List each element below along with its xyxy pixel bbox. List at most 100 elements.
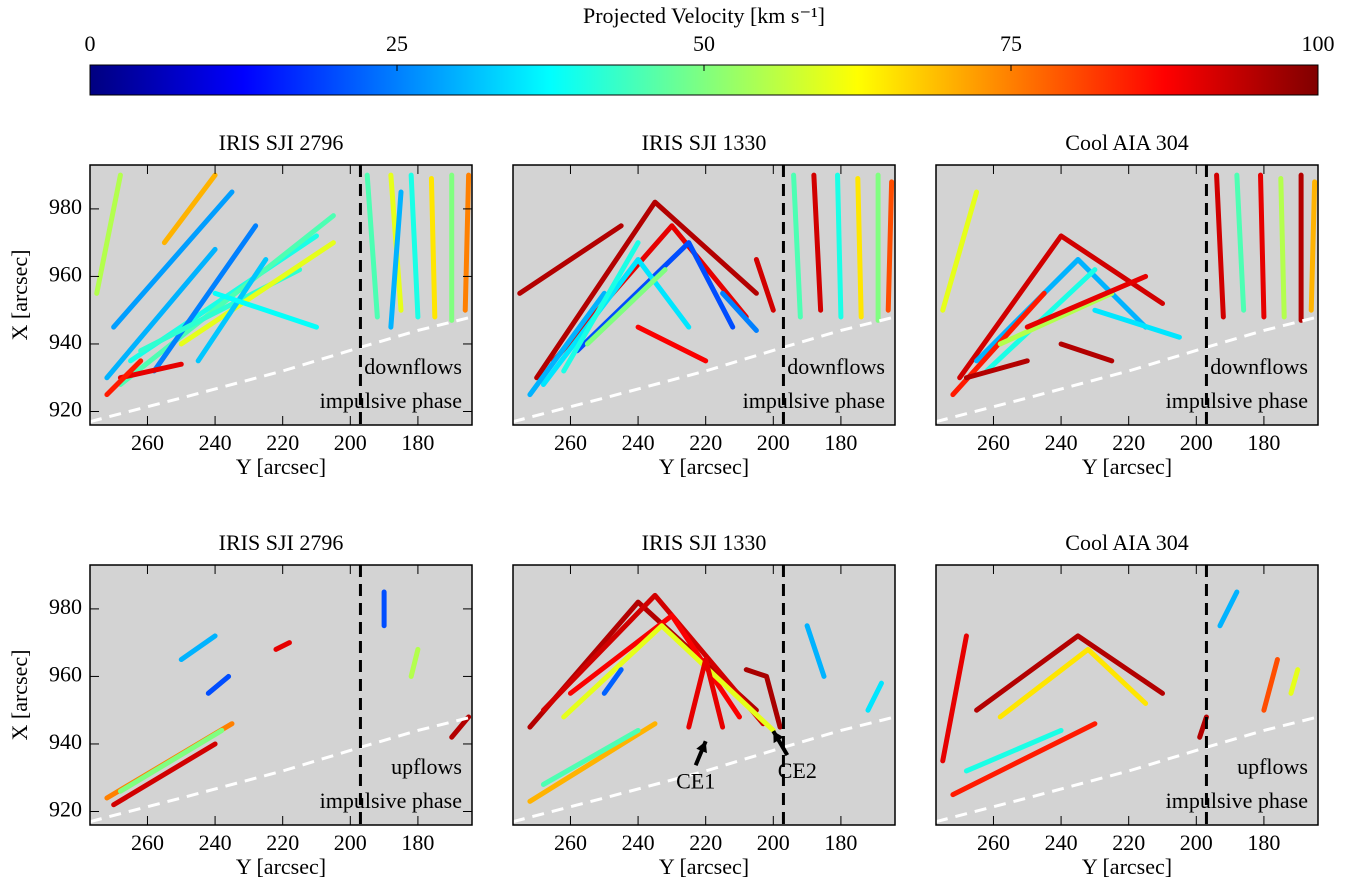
x-tick-label: 180 [1247, 430, 1280, 455]
velocity-streak [686, 657, 726, 730]
velocity-streak [1214, 172, 1226, 320]
velocity-streak [527, 721, 658, 804]
annotation: downflows [1210, 354, 1308, 379]
velocity-streak [273, 640, 292, 652]
velocity-streak [957, 233, 1165, 381]
x-tick-label: 200 [1180, 830, 1213, 855]
x-tick-label: 260 [131, 830, 164, 855]
x-axis-label: Y [arcsec] [236, 854, 326, 879]
annotation: downflows [787, 354, 885, 379]
plot-background [936, 165, 1318, 425]
arrow-head [696, 741, 707, 754]
x-tick-label: 240 [622, 830, 655, 855]
annotation: upflows [391, 754, 462, 779]
limb-line [936, 715, 1318, 824]
plot-frame [935, 564, 1319, 826]
x-tick-label: 200 [334, 430, 367, 455]
velocity-streak [1288, 667, 1301, 696]
y-axis-label: X [arcsec] [7, 250, 32, 341]
velocity-streak [885, 179, 895, 313]
velocity-streak [1261, 657, 1280, 713]
annotation: downflows [364, 354, 462, 379]
x-tick-label: 180 [1247, 830, 1280, 855]
x-axis-label: Y [arcsec] [659, 854, 749, 879]
plot-frame [935, 164, 1319, 426]
plot-area [513, 565, 895, 825]
velocity-streak [178, 633, 218, 663]
velocity-streak [161, 172, 218, 246]
velocity-streak [855, 176, 864, 320]
y-tick-label: 980 [49, 594, 82, 619]
velocity-streak [117, 213, 336, 387]
x-tick-label: 220 [1112, 830, 1145, 855]
velocity-streak [963, 727, 1064, 774]
velocity-streak [540, 592, 766, 727]
velocity-streak [997, 646, 1149, 720]
colorbar-tick-label: 25 [386, 31, 408, 56]
velocity-streak [540, 257, 692, 387]
plot-background [90, 165, 472, 425]
plot-frame [89, 164, 473, 426]
panel-title: IRIS SJI 2796 [219, 130, 344, 155]
limb-line [936, 315, 1318, 424]
plot-background [513, 565, 895, 825]
x-tick-label: 200 [1180, 430, 1213, 455]
x-tick-label: 240 [1045, 830, 1078, 855]
velocity-streak [408, 646, 421, 679]
velocity-streak [963, 358, 1030, 381]
velocity-streak [104, 358, 144, 398]
velocity-streak [1308, 179, 1318, 313]
plot-background [513, 165, 895, 425]
velocity-streak [567, 613, 742, 720]
velocity-streak [743, 667, 783, 730]
x-tick-label: 240 [1045, 430, 1078, 455]
velocity-streak [561, 240, 641, 374]
velocity-streak [950, 721, 1098, 798]
annotation: impulsive phase [743, 388, 885, 413]
arrow-head [773, 731, 784, 744]
velocity-streak [811, 172, 824, 313]
annotation: impulsive phase [320, 388, 462, 413]
velocity-streak [104, 246, 218, 381]
velocity-streak [940, 189, 980, 313]
velocity-streak [449, 714, 472, 740]
velocity-streak [1278, 176, 1287, 320]
x-tick-label: 240 [199, 430, 232, 455]
plot-frame [512, 164, 896, 426]
plot-frame [512, 564, 896, 826]
velocity-streak [940, 633, 969, 764]
x-tick-label: 200 [334, 830, 367, 855]
annotation: impulsive phase [1166, 788, 1308, 813]
x-tick-label: 180 [824, 430, 857, 455]
velocity-streak [635, 324, 709, 364]
velocity-streak [117, 361, 184, 381]
velocity-streak [205, 673, 232, 696]
limb-line [90, 715, 472, 824]
panel-title: Cool AIA 304 [1065, 530, 1188, 555]
x-axis-label: Y [arcsec] [659, 454, 749, 479]
plot-frame [89, 564, 473, 826]
x-tick-label: 180 [401, 830, 434, 855]
annotation: impulsive phase [1166, 388, 1308, 413]
x-axis-label: Y [arcsec] [1082, 854, 1172, 879]
x-tick-label: 180 [824, 830, 857, 855]
x-tick-label: 260 [554, 430, 587, 455]
velocity-streak [388, 189, 404, 330]
plot-area [513, 165, 895, 425]
velocity-streak [997, 290, 1115, 347]
annotation: upflows [1237, 754, 1308, 779]
velocity-streak [1024, 273, 1149, 330]
x-tick-label: 260 [977, 830, 1010, 855]
velocity-streak [540, 727, 641, 787]
panel-title: IRIS SJI 1330 [642, 530, 767, 555]
velocity-streak [974, 257, 1149, 364]
colorbar-tick-label: 100 [1302, 31, 1335, 56]
velocity-streak [1092, 307, 1182, 340]
velocity-streak [117, 727, 225, 794]
x-tick-label: 240 [199, 830, 232, 855]
x-tick-label: 200 [757, 430, 790, 455]
limb-line [513, 715, 895, 824]
y-tick-label: 960 [49, 261, 82, 286]
velocity-streak [517, 223, 624, 296]
